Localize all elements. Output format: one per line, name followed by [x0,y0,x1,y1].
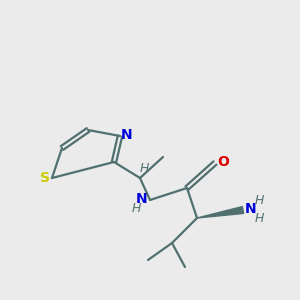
Text: N: N [136,192,148,206]
Text: H: H [254,212,264,226]
Text: S: S [40,171,50,185]
Text: H: H [139,161,149,175]
Text: N: N [121,128,133,142]
Polygon shape [197,207,244,218]
Text: N: N [245,202,257,216]
Text: O: O [217,155,229,169]
Text: H: H [254,194,264,206]
Text: H: H [131,202,141,215]
